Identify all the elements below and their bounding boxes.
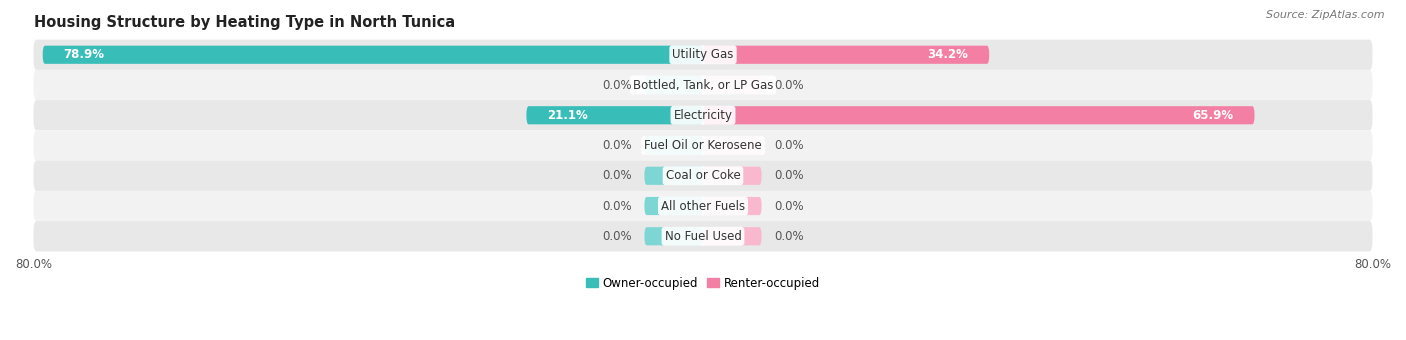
Text: Bottled, Tank, or LP Gas: Bottled, Tank, or LP Gas [633,79,773,91]
FancyBboxPatch shape [34,40,1372,70]
Text: Utility Gas: Utility Gas [672,48,734,61]
FancyBboxPatch shape [42,46,703,64]
FancyBboxPatch shape [703,46,990,64]
FancyBboxPatch shape [34,160,1372,191]
FancyBboxPatch shape [34,221,1372,251]
Text: No Fuel Used: No Fuel Used [665,230,741,243]
Text: 0.0%: 0.0% [775,139,804,152]
Text: Source: ZipAtlas.com: Source: ZipAtlas.com [1267,10,1385,20]
FancyBboxPatch shape [644,136,703,155]
Text: All other Fuels: All other Fuels [661,200,745,212]
Text: 0.0%: 0.0% [602,79,631,91]
Text: 0.0%: 0.0% [602,200,631,212]
Text: 0.0%: 0.0% [775,79,804,91]
Text: 21.1%: 21.1% [547,109,588,122]
Text: 78.9%: 78.9% [63,48,104,61]
FancyBboxPatch shape [703,136,762,155]
FancyBboxPatch shape [34,100,1372,130]
Text: 0.0%: 0.0% [602,169,631,182]
Text: Fuel Oil or Kerosene: Fuel Oil or Kerosene [644,139,762,152]
FancyBboxPatch shape [703,76,762,94]
Legend: Owner-occupied, Renter-occupied: Owner-occupied, Renter-occupied [581,272,825,294]
Text: 0.0%: 0.0% [602,139,631,152]
Text: 0.0%: 0.0% [775,200,804,212]
Text: Electricity: Electricity [673,109,733,122]
Text: Coal or Coke: Coal or Coke [665,169,741,182]
Text: 65.9%: 65.9% [1192,109,1233,122]
FancyBboxPatch shape [644,76,703,94]
FancyBboxPatch shape [703,197,762,215]
FancyBboxPatch shape [34,191,1372,221]
FancyBboxPatch shape [703,227,762,245]
FancyBboxPatch shape [703,106,1254,124]
FancyBboxPatch shape [644,167,703,185]
Text: 34.2%: 34.2% [928,48,969,61]
Text: Housing Structure by Heating Type in North Tunica: Housing Structure by Heating Type in Nor… [34,15,454,30]
FancyBboxPatch shape [644,197,703,215]
FancyBboxPatch shape [703,167,762,185]
FancyBboxPatch shape [34,70,1372,100]
FancyBboxPatch shape [34,130,1372,160]
Text: 0.0%: 0.0% [775,169,804,182]
Text: 0.0%: 0.0% [602,230,631,243]
FancyBboxPatch shape [644,227,703,245]
FancyBboxPatch shape [526,106,703,124]
Text: 0.0%: 0.0% [775,230,804,243]
